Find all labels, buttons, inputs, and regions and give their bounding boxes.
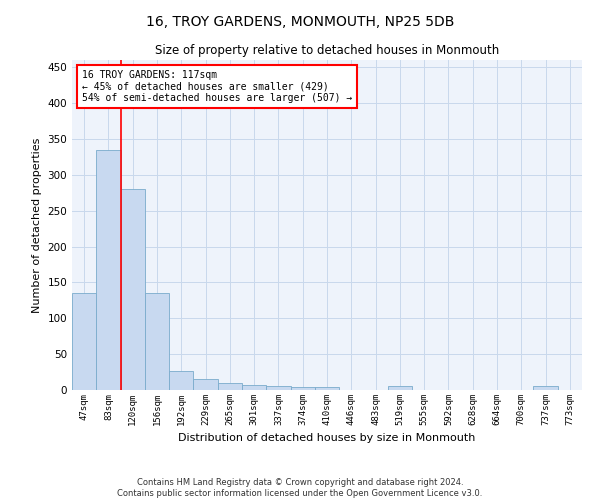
Bar [533,386,558,390]
Bar [145,293,169,390]
Bar [121,189,145,390]
Bar [218,383,242,390]
Bar [242,385,266,390]
Bar [72,293,96,390]
Text: 16, TROY GARDENS, MONMOUTH, NP25 5DB: 16, TROY GARDENS, MONMOUTH, NP25 5DB [146,15,454,29]
Bar [290,387,315,390]
Title: Size of property relative to detached houses in Monmouth: Size of property relative to detached ho… [155,44,499,58]
Bar [266,386,290,390]
Bar [193,379,218,390]
Y-axis label: Number of detached properties: Number of detached properties [32,138,42,312]
Text: 16 TROY GARDENS: 117sqm
← 45% of detached houses are smaller (429)
54% of semi-d: 16 TROY GARDENS: 117sqm ← 45% of detache… [82,70,352,103]
X-axis label: Distribution of detached houses by size in Monmouth: Distribution of detached houses by size … [178,434,476,444]
Bar [315,387,339,390]
Bar [96,150,121,390]
Bar [169,370,193,390]
Text: Contains HM Land Registry data © Crown copyright and database right 2024.
Contai: Contains HM Land Registry data © Crown c… [118,478,482,498]
Bar [388,386,412,390]
